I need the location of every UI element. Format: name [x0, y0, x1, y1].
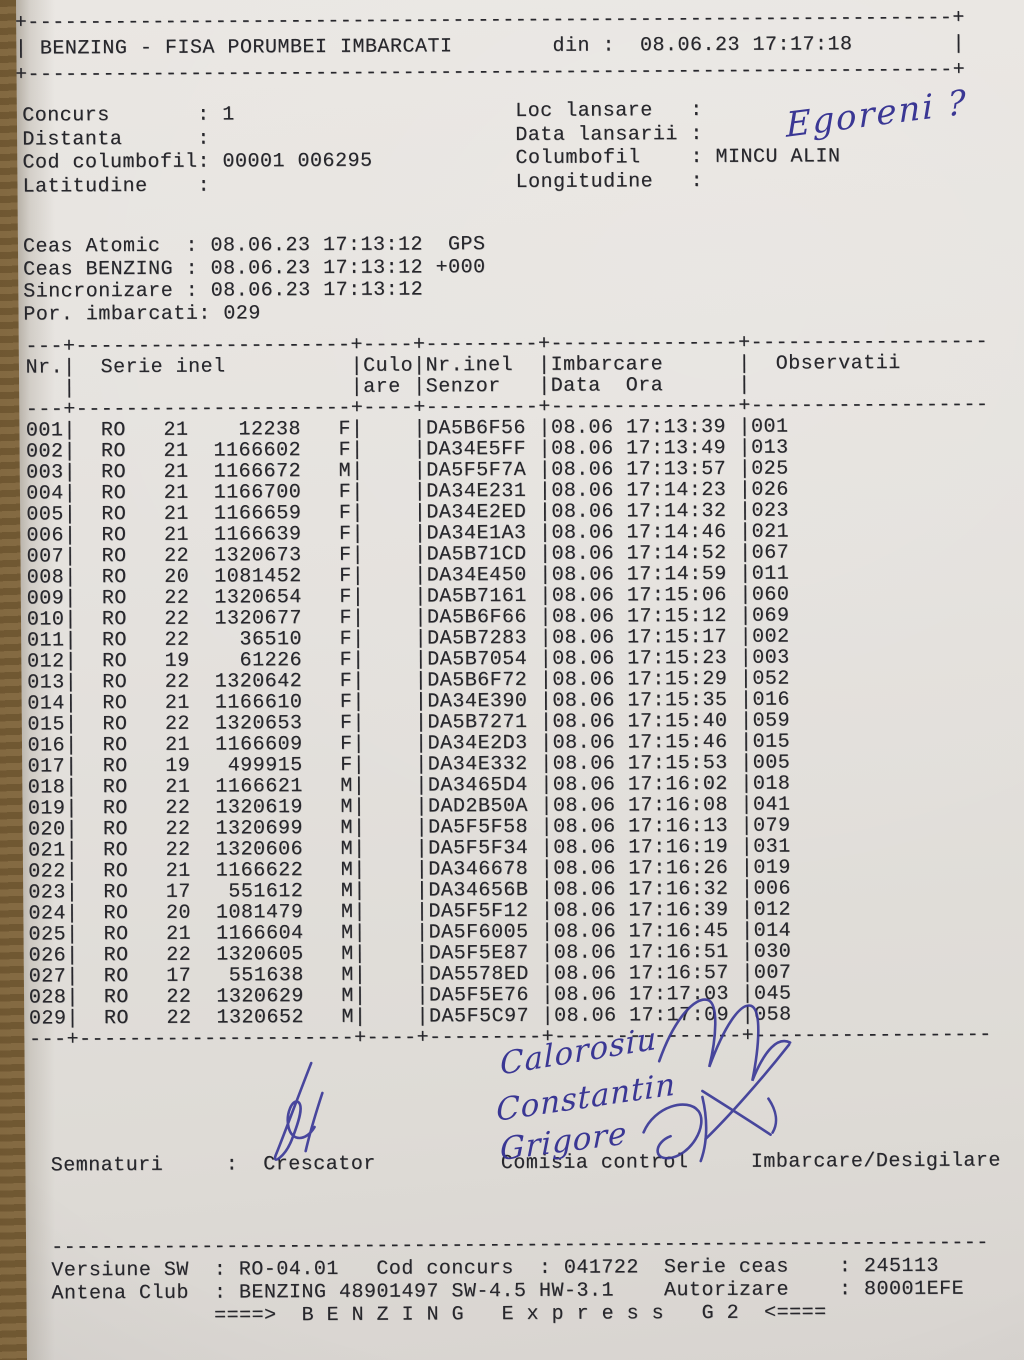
field-cod-columbofil: Cod columbofil: 00001 006295 [22, 149, 373, 175]
field-concurs: Concurs : 1 [22, 103, 235, 128]
signature-stroke-flourish-cross [701, 1043, 791, 1141]
field-columbofil: Columbofil : MINCU ALIN [515, 145, 841, 170]
header-border-bottom: +---------------------------------------… [14, 58, 966, 87]
handwritten-loc-lansare: Egoreni ? [785, 82, 969, 146]
info-column-left: Concurs : 1 Distanta : Cod columbofil: 0… [22, 103, 373, 199]
field-longitudine: Longitudine : [515, 169, 704, 194]
field-antena-club: Antena Club : BENZING 48901497 SW-4.5 HW… [51, 1277, 965, 1306]
report-header-box: +---------------------------------------… [14, 6, 966, 89]
benzing-express-line: ====> B E N Z I N G E x p r e s s G 2 <=… [51, 1301, 827, 1329]
clock-block: Ceas Atomic : 08.06.23 17:13:12 GPS Ceas… [22, 233, 486, 327]
field-latitudine: Latitudine : [22, 174, 211, 199]
pigeon-table: ---+----------------------+----+--------… [25, 331, 991, 1052]
footer-block: ----------------------------------------… [51, 1232, 989, 1329]
field-por-imbarcati: Por. imbarcati: 029 [23, 302, 261, 327]
field-sincronizare: Sincronizare : 08.06.23 17:13:12 [23, 278, 424, 304]
signature-stroke-crescator [273, 1061, 324, 1161]
field-ceas-atomic: Ceas Atomic : 08.06.23 17:13:12 GPS [22, 233, 486, 259]
field-distanta: Distanta : [22, 127, 210, 152]
